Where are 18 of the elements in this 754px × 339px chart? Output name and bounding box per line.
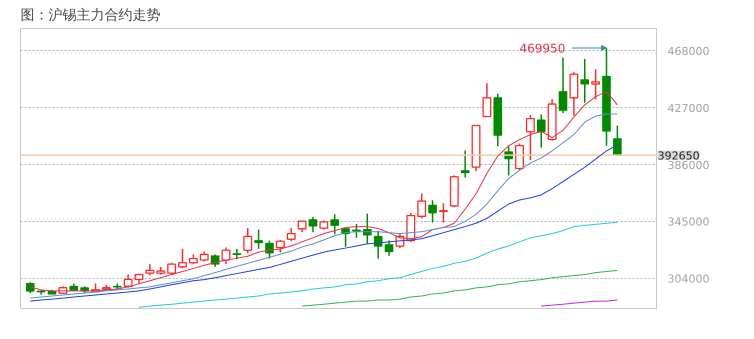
candlestick <box>602 47 611 146</box>
line-series <box>138 222 618 308</box>
candlestick <box>330 213 339 236</box>
y-tick-label: 468000 <box>668 45 710 58</box>
y-tick-label: 345000 <box>668 216 710 229</box>
chart-title: 图：沪锡主力合约走势 <box>20 8 160 24</box>
candlestick <box>438 202 448 224</box>
candlestick <box>254 228 263 250</box>
candlestick <box>536 114 546 148</box>
candlestick <box>591 68 600 100</box>
annotation: 469950 <box>520 41 566 56</box>
candlestick <box>580 58 590 104</box>
line-series <box>540 300 618 307</box>
candlestick <box>493 92 502 148</box>
line-series <box>302 270 618 307</box>
y-tick-label: 427000 <box>668 102 710 116</box>
y-tick-label: 304000 <box>668 272 710 286</box>
candlestick <box>460 150 470 178</box>
